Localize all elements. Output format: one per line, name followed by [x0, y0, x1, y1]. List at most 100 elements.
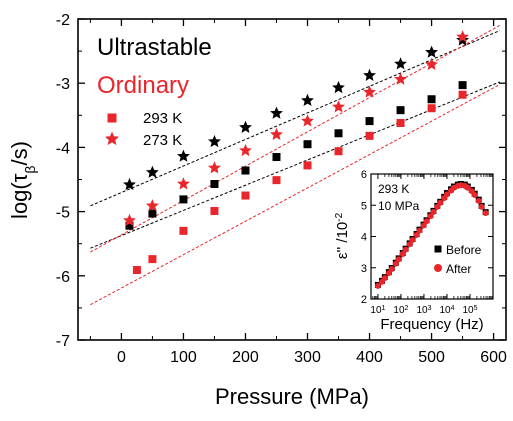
- data-point: [396, 119, 405, 128]
- legend-273k: 273 K: [143, 132, 182, 149]
- data-point: [334, 129, 343, 138]
- inset-x-tick-label: 101: [370, 305, 385, 317]
- inset-y-tick-label: 2: [361, 294, 367, 306]
- inset-x-tick-label: 105: [462, 305, 477, 317]
- inset-data-point: [416, 227, 423, 234]
- data-point: [239, 120, 252, 133]
- x-axis-label: Pressure (MPa): [215, 384, 369, 409]
- data-point: [396, 106, 405, 115]
- legend-ultrastable: Ultrastable: [97, 34, 212, 61]
- x-tick-label: 600: [480, 349, 507, 366]
- inset-data-point: [381, 275, 388, 282]
- data-point: [394, 57, 407, 70]
- y-tick-label: -3: [56, 76, 70, 93]
- data-point: [427, 95, 436, 104]
- data-point: [272, 176, 281, 185]
- x-tick-label: 300: [294, 349, 321, 366]
- inset-legend-after-marker: [434, 264, 442, 272]
- data-point: [270, 106, 283, 119]
- inset-data-point: [437, 199, 444, 206]
- inset-data-point: [482, 210, 489, 217]
- inset-data-point: [406, 241, 413, 248]
- inset-x-tick-label: 103: [416, 305, 431, 317]
- data-point: [301, 114, 314, 127]
- inset-data-point: [399, 251, 406, 257]
- data-point: [303, 140, 312, 149]
- data-point: [241, 191, 250, 200]
- inset-y-axis-label: ε'' /10-2: [334, 212, 352, 259]
- data-point: [425, 45, 438, 58]
- inset-annotation-temperature: 293 K: [378, 182, 409, 196]
- data-point: [458, 90, 467, 99]
- data-point: [363, 68, 376, 81]
- inset-data-point: [395, 256, 402, 263]
- data-point: [177, 177, 190, 190]
- data-point: [456, 30, 469, 43]
- inset-data-point: [430, 208, 437, 215]
- inset-annotation-pressure: 10 MPa: [378, 199, 420, 213]
- data-point: [241, 166, 250, 175]
- fit-line: [90, 24, 501, 253]
- data-point: [270, 127, 283, 140]
- data-point: [332, 100, 345, 113]
- data-point: [148, 255, 157, 264]
- x-tick-label: 200: [232, 349, 259, 366]
- data-point: [239, 143, 252, 157]
- inset-x-tick-label: 102: [393, 305, 408, 317]
- y-tick-label: -6: [56, 269, 70, 286]
- data-point: [363, 85, 376, 98]
- data-point: [332, 80, 345, 94]
- data-point: [210, 206, 219, 215]
- inset-y-tick-label: 5: [361, 200, 367, 212]
- inset-data-point: [392, 260, 399, 267]
- x-tick-label: 500: [418, 349, 445, 366]
- data-point: [208, 161, 221, 174]
- y-tick-label: -2: [56, 12, 70, 29]
- inset-plot: 101 102 103 104 105 2 3 4 5 6 Frequency (Hz) ε'' /1…: [334, 169, 494, 333]
- fit-line: [90, 84, 501, 306]
- inset-y-tick-label: 4: [361, 232, 367, 244]
- inset-legend-before: Before: [446, 243, 482, 257]
- legend-square-marker: [107, 113, 117, 123]
- y-tick-label: -5: [56, 205, 70, 222]
- fit-line: [90, 81, 500, 249]
- data-point: [301, 93, 314, 106]
- data-point: [365, 117, 374, 126]
- data-point: [210, 179, 219, 188]
- y-tick-label: -4: [56, 140, 70, 157]
- inset-data-point: [471, 191, 478, 198]
- inset-x-axis-label: Frequency (Hz): [380, 316, 483, 333]
- x-tick-label: 100: [170, 349, 197, 366]
- data-point: [425, 57, 438, 70]
- data-point: [303, 161, 312, 170]
- data-point: [427, 104, 436, 113]
- y-tick-label: -7: [56, 333, 70, 350]
- data-point: [394, 72, 407, 85]
- inset-data-point: [423, 218, 430, 225]
- inset-data-point: [464, 184, 471, 191]
- inset-x-tick-label: 104: [439, 305, 454, 317]
- inset-y-tick-label: 6: [361, 169, 367, 181]
- data-point: [125, 221, 134, 230]
- data-point: [148, 209, 157, 218]
- legend-ordinary: Ordinary: [97, 72, 189, 99]
- data-point: [458, 81, 467, 90]
- inset-data-point: [409, 236, 416, 243]
- data-point: [123, 213, 136, 226]
- data-point: [146, 165, 159, 178]
- inset-data-point: [475, 197, 482, 204]
- inset-data-point: [443, 191, 450, 198]
- inset-data-point: [420, 222, 427, 229]
- inset-legend-after: After: [446, 262, 471, 276]
- inset-data-point: [413, 231, 420, 238]
- inset-data-point: [427, 213, 434, 220]
- data-point: [334, 147, 343, 156]
- legend-293k: 293 K: [143, 110, 182, 127]
- data-point: [179, 195, 188, 204]
- legend-star-marker: [104, 131, 120, 146]
- data-point: [132, 266, 141, 275]
- data-point: [272, 153, 281, 162]
- x-tick-label: 0: [117, 349, 126, 366]
